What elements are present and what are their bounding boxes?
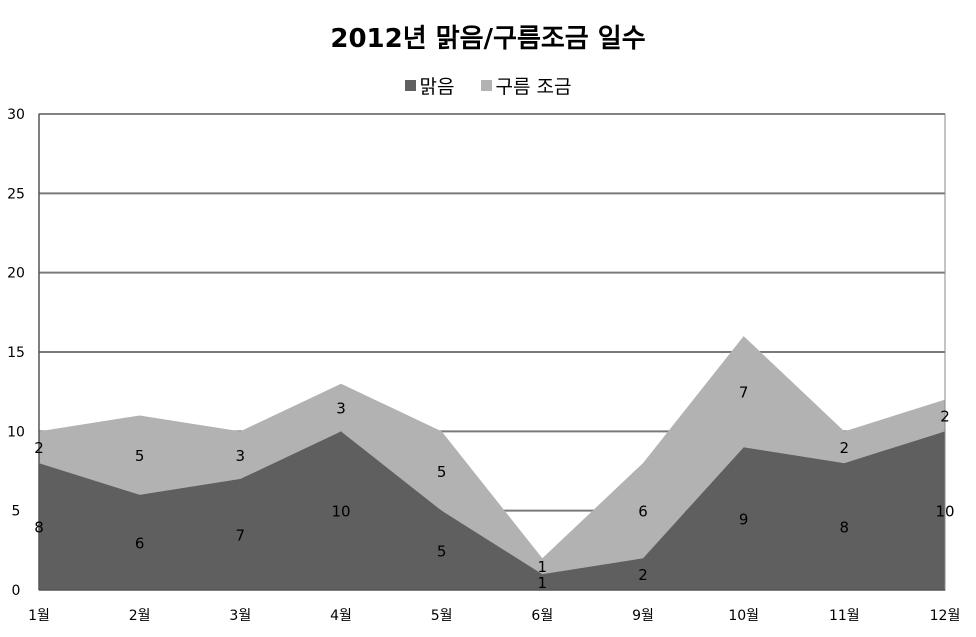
y-tick-label-0: 0 <box>12 583 21 599</box>
data-label-clear-1: 8 <box>34 519 44 537</box>
x-tick-label-10: 12월 <box>930 608 961 624</box>
x-tick-label-4: 4월 <box>330 608 352 624</box>
data-label-partly-cloudy-2: 5 <box>135 447 145 465</box>
y-tick-label-10: 10 <box>7 424 25 440</box>
area-series-partly-cloudy <box>39 336 945 575</box>
area-series-clear <box>39 431 945 590</box>
y-tick-label-25: 25 <box>7 186 25 202</box>
data-label-partly-cloudy-3: 3 <box>236 447 246 465</box>
data-label-clear-2: 6 <box>135 534 145 552</box>
x-tick-label-6: 6월 <box>531 608 553 624</box>
data-label-clear-9: 8 <box>840 519 850 537</box>
data-label-clear-4: 10 <box>331 503 350 521</box>
data-label-clear-10: 10 <box>935 503 954 521</box>
data-label-partly-cloudy-9: 2 <box>840 439 850 457</box>
y-tick-label-15: 15 <box>7 345 25 361</box>
chart-title: 2012년 맑음/구름조금 일수 <box>330 24 646 54</box>
y-tick-label-20: 20 <box>7 266 25 282</box>
legend-item-partly-cloudy: 구름 조금 <box>480 72 572 99</box>
x-tick-label-1: 1월 <box>28 608 50 624</box>
data-label-clear-5: 5 <box>437 542 447 560</box>
data-label-partly-cloudy-8: 7 <box>739 384 749 402</box>
legend-item-clear: 맑음 <box>404 72 455 99</box>
x-tick-label-3: 3월 <box>229 608 251 624</box>
legend-label-partly-cloudy: 구름 조금 <box>495 76 572 98</box>
legend-swatch-clear <box>404 80 416 91</box>
x-tick-label-2: 2월 <box>129 608 151 624</box>
data-label-partly-cloudy-5: 5 <box>437 463 447 481</box>
y-tick-label-30: 30 <box>7 107 25 123</box>
legend-label-clear: 맑음 <box>419 76 455 98</box>
data-label-partly-cloudy-6: 1 <box>538 558 548 576</box>
y-tick-label-5: 5 <box>12 504 21 520</box>
legend-swatch-partly-cloudy <box>480 80 492 91</box>
data-label-clear-7: 2 <box>638 566 648 584</box>
x-tick-label-8: 10월 <box>728 608 759 624</box>
x-tick-label-9: 11월 <box>829 608 860 624</box>
data-label-partly-cloudy-7: 6 <box>638 503 648 521</box>
data-label-clear-8: 9 <box>739 511 749 529</box>
x-tick-label-5: 5월 <box>431 608 453 624</box>
legend: 맑음 구름 조금 <box>0 72 976 99</box>
data-label-partly-cloudy-10: 2 <box>940 407 950 425</box>
data-label-clear-3: 7 <box>236 526 246 544</box>
x-tick-label-7: 9월 <box>632 608 654 624</box>
data-label-partly-cloudy-1: 2 <box>34 439 44 457</box>
data-label-partly-cloudy-4: 3 <box>336 400 346 418</box>
data-label-clear-6: 1 <box>538 574 548 592</box>
